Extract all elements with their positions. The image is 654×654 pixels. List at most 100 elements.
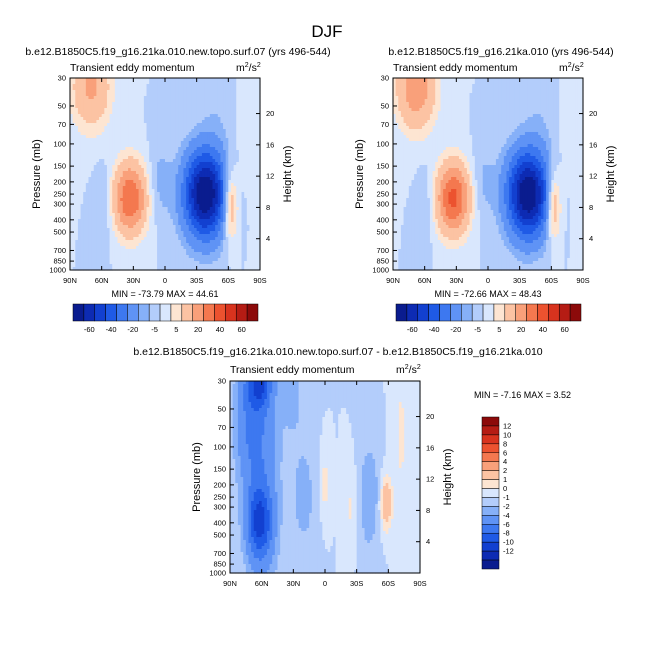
- contour-cell: [393, 78, 397, 82]
- contour-cell: [249, 96, 253, 100]
- contour-cell: [175, 246, 179, 250]
- contour-cell: [230, 99, 235, 103]
- contour-cell: [88, 144, 92, 148]
- contour-cell: [149, 207, 153, 211]
- contour-cell: [225, 180, 229, 184]
- contour-cell: [141, 249, 145, 253]
- contour-cell: [70, 255, 74, 259]
- contour-cell: [172, 120, 177, 124]
- contour-cell: [212, 135, 216, 139]
- contour-cell: [130, 126, 134, 130]
- contour-cell: [236, 204, 240, 208]
- contour-cell: [141, 138, 145, 142]
- contour-cell: [88, 171, 92, 175]
- contour-cell: [141, 126, 145, 130]
- contour-cell: [178, 204, 182, 208]
- contour-cell: [154, 159, 158, 163]
- contour-cell: [559, 78, 563, 82]
- contour-cell: [249, 147, 253, 151]
- contour-cell: [104, 111, 108, 115]
- contour-cell: [244, 201, 248, 205]
- contour-cell: [212, 195, 216, 199]
- contour-cell: [437, 78, 442, 82]
- contour-cell: [548, 78, 552, 82]
- contour-cell: [109, 192, 113, 196]
- contour-cell: [114, 144, 119, 148]
- contour-cell: [172, 237, 177, 241]
- contour-cell: [488, 81, 492, 85]
- contour-cell: [220, 171, 224, 175]
- contour-cell: [225, 159, 229, 163]
- contour-cell: [199, 177, 203, 181]
- contour-cell: [122, 204, 127, 208]
- contour-cell: [215, 99, 219, 103]
- contour-cell: [109, 132, 113, 136]
- contour-cell: [154, 219, 158, 223]
- contour-cell: [75, 108, 79, 112]
- contour-cell: [83, 105, 87, 109]
- contour-cell: [228, 195, 232, 199]
- contour-cell: [157, 90, 161, 94]
- contour-cell: [406, 78, 410, 82]
- contour-cell: [77, 87, 82, 91]
- contour-cell: [170, 228, 174, 232]
- contour-cell: [80, 135, 84, 139]
- contour-cell: [80, 183, 84, 187]
- contour-cell: [93, 102, 97, 106]
- contour-cell: [191, 231, 195, 235]
- contour-cell: [99, 237, 103, 241]
- contour-cell: [236, 153, 240, 157]
- contour-cell: [128, 102, 132, 106]
- contour-cell: [191, 180, 195, 184]
- contour-cell: [535, 78, 539, 82]
- contour-cell: [70, 105, 74, 109]
- contour-cell: [133, 207, 137, 211]
- contour-cell: [204, 78, 208, 82]
- contour-cell: [215, 126, 219, 130]
- contour-cell: [143, 186, 148, 190]
- contour-cell: [99, 120, 103, 124]
- contour-cell: [141, 114, 145, 118]
- contour-cell: [165, 105, 169, 109]
- contour-cell: [257, 267, 261, 271]
- contour-cell: [159, 204, 163, 208]
- contour-cell: [249, 84, 253, 88]
- contour-cell: [93, 105, 97, 109]
- contour-cell: [75, 195, 79, 199]
- contour-cell: [125, 126, 129, 130]
- contour-cell: [114, 192, 119, 196]
- contour-cell: [220, 252, 224, 256]
- contour-cell: [188, 195, 192, 199]
- contour-cell: [96, 120, 100, 124]
- colorbar-swatch: [94, 303, 106, 322]
- contour-cell: [149, 225, 153, 229]
- contour-cell: [215, 222, 219, 226]
- contour-cell: [241, 222, 245, 226]
- figure-title: DJF: [311, 22, 342, 41]
- contour-cell: [170, 195, 174, 199]
- contour-cell: [170, 198, 174, 202]
- contour-cell: [215, 186, 219, 190]
- contour-cell: [217, 216, 222, 220]
- contour-cell: [122, 180, 127, 184]
- contour-cell: [162, 84, 166, 88]
- contour-cell: [157, 147, 161, 151]
- contour-cell: [172, 162, 177, 166]
- contour-cell: [154, 105, 158, 109]
- contour-cell: [83, 165, 87, 169]
- contour-cell: [128, 189, 132, 193]
- contour-cell: [223, 243, 227, 247]
- contour-cell: [569, 78, 574, 82]
- contour-cell: [91, 168, 95, 172]
- contour-cell: [186, 225, 190, 229]
- contour-cell: [130, 81, 134, 85]
- contour-cell: [241, 204, 245, 208]
- contour-cell: [96, 159, 100, 163]
- contour-cell: [215, 135, 219, 139]
- contour-cell: [157, 132, 161, 136]
- contour-cell: [77, 261, 82, 265]
- contour-cell: [172, 141, 177, 145]
- contour-cell: [120, 180, 124, 184]
- contour-cell: [212, 264, 216, 268]
- contour-cell: [117, 264, 121, 268]
